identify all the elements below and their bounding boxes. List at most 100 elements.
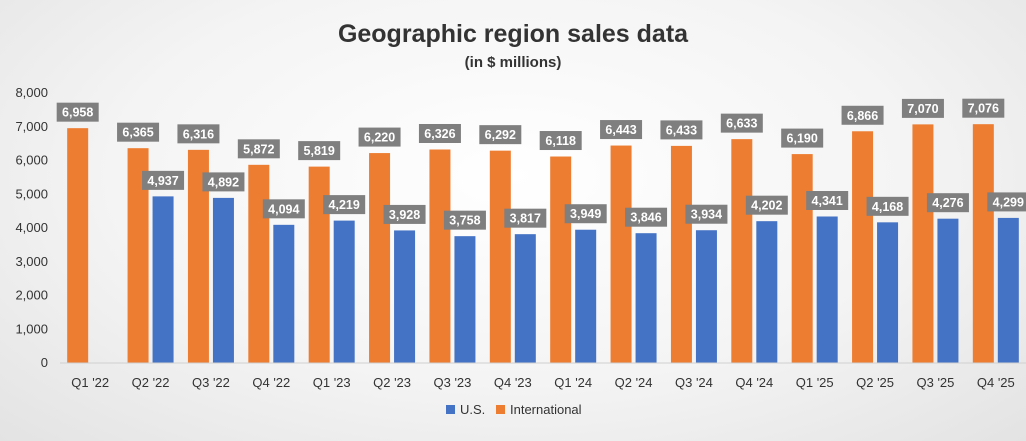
data-label: 6,190: [781, 128, 824, 148]
y-tick-label: 1,000: [15, 321, 48, 336]
data-label-background: [56, 102, 99, 122]
bar-international: [731, 139, 753, 363]
bar-us: [394, 230, 416, 363]
bar-international: [670, 145, 692, 363]
bar-international: [248, 164, 270, 363]
y-tick-label: 0: [41, 355, 48, 370]
x-tick-label: Q3 '25: [916, 375, 954, 390]
data-label: 4,219: [323, 195, 366, 215]
data-label-text: 5,872: [243, 142, 274, 156]
data-label-background: [358, 127, 401, 147]
data-label: 6,118: [539, 131, 582, 151]
bar-international: [369, 153, 391, 363]
bar-us: [756, 221, 778, 363]
data-label: 4,341: [806, 190, 849, 210]
data-label-text: 6,365: [122, 126, 153, 140]
bar-us: [635, 233, 657, 363]
y-tick-label: 2,000: [15, 288, 48, 303]
data-label-text: 4,299: [993, 195, 1024, 209]
data-label-background: [962, 98, 1005, 118]
data-label: 3,934: [685, 204, 728, 224]
data-label: 6,958: [56, 102, 99, 122]
data-label-text: 4,168: [872, 200, 903, 214]
data-label-text: 6,633: [726, 117, 757, 131]
data-label: 6,633: [720, 113, 763, 133]
bar-us: [997, 217, 1019, 363]
x-tick-label: Q4 '25: [977, 375, 1015, 390]
data-label: 4,299: [987, 192, 1026, 212]
data-label-text: 6,958: [62, 106, 93, 120]
bar-international: [550, 156, 572, 363]
data-label: 5,872: [237, 139, 280, 159]
data-label-background: [177, 124, 220, 144]
data-label: 7,076: [962, 98, 1005, 118]
x-tick-label: Q1 '23: [313, 375, 351, 390]
chart-title: Geographic region sales data: [338, 20, 689, 48]
data-label: 3,758: [443, 210, 486, 230]
data-label: 4,937: [142, 170, 185, 190]
bar-us: [152, 196, 174, 363]
data-label-text: 4,219: [329, 198, 360, 212]
bar-us: [454, 236, 476, 363]
data-label-text: 6,292: [485, 128, 516, 142]
bars-group: [67, 124, 1019, 363]
bar-us: [937, 218, 959, 363]
data-label: 4,276: [926, 193, 969, 213]
y-tick-label: 7,000: [15, 119, 48, 134]
legend-swatch: [496, 405, 505, 414]
data-label-text: 3,758: [449, 214, 480, 228]
x-tick-label: Q2 '23: [373, 375, 411, 390]
data-label-background: [901, 98, 944, 118]
x-tick-label: Q4 '23: [494, 375, 532, 390]
bar-us: [212, 197, 234, 363]
data-label-background: [237, 139, 280, 159]
data-label-text: 3,949: [570, 207, 601, 221]
data-label-text: 4,094: [268, 202, 299, 216]
data-label: 3,817: [504, 208, 547, 228]
data-label-background: [142, 170, 185, 190]
bar-international: [912, 124, 934, 363]
legend-item: International: [496, 402, 582, 417]
x-tick-label: Q1 '22: [71, 375, 109, 390]
data-label: 6,326: [418, 123, 461, 143]
bar-us: [816, 216, 838, 363]
data-label: 6,292: [479, 125, 522, 145]
data-label-text: 6,433: [666, 123, 697, 137]
data-label-background: [479, 125, 522, 145]
x-tick-label: Q3 '24: [675, 375, 713, 390]
data-label-background: [202, 172, 245, 192]
data-label: 6,433: [660, 120, 703, 140]
bar-international: [852, 131, 874, 363]
bar-international: [127, 148, 149, 363]
legend-label: U.S.: [460, 402, 485, 417]
bar-international: [610, 145, 632, 363]
data-label: 4,094: [262, 199, 305, 219]
data-label-background: [987, 192, 1026, 212]
data-label-background: [564, 204, 607, 224]
data-label: 3,928: [383, 204, 426, 224]
data-label-background: [117, 122, 160, 142]
data-label: 3,846: [625, 207, 668, 227]
data-label-text: 4,341: [812, 194, 843, 208]
bar-us: [575, 229, 597, 363]
data-label-background: [720, 113, 763, 133]
data-label-text: 4,892: [208, 175, 239, 189]
bar-international: [972, 124, 994, 363]
data-label: 4,168: [866, 196, 909, 216]
data-labels-group: 6,958 6,365 4,937 6,316 4,892 5,872 4,094 5,819…: [56, 98, 1026, 230]
data-label-text: 3,934: [691, 208, 722, 222]
y-tick-label: 6,000: [15, 153, 48, 168]
bar-us: [514, 234, 536, 363]
data-label: 6,365: [117, 122, 160, 142]
data-label: 6,866: [841, 105, 884, 125]
data-label-text: 6,316: [183, 127, 214, 141]
bar-us: [273, 224, 295, 363]
bar-international: [489, 150, 511, 363]
data-label-background: [600, 120, 643, 140]
data-label: 5,819: [298, 141, 341, 161]
y-tick-label: 4,000: [15, 220, 48, 235]
data-label-background: [781, 128, 824, 148]
data-label-text: 6,866: [847, 109, 878, 123]
data-label-text: 6,326: [424, 127, 455, 141]
